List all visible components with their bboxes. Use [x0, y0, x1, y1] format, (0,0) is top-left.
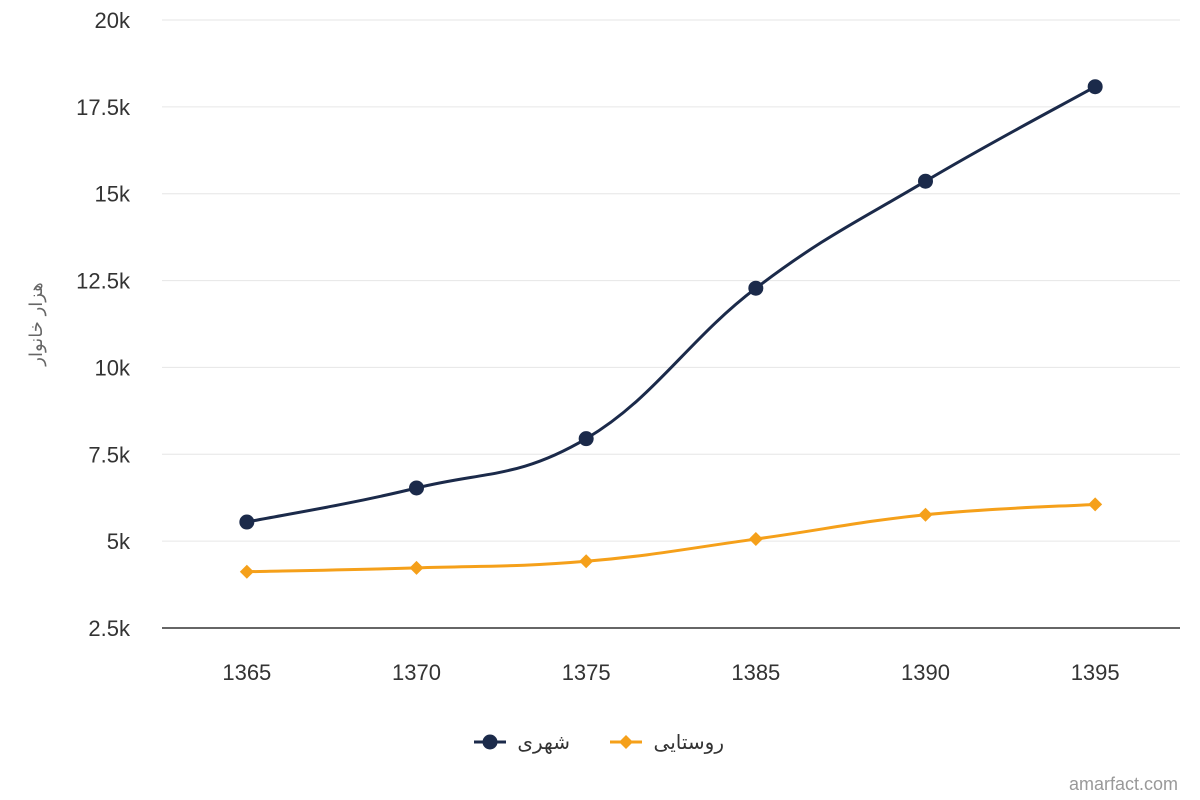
- series-urban: [239, 79, 1103, 530]
- x-tick-label: 1370: [392, 660, 441, 685]
- gridlines: [162, 19, 1180, 542]
- legend-label: روستایی: [654, 730, 724, 754]
- legend-label: شهری: [517, 730, 570, 754]
- data-point[interactable]: [918, 173, 933, 189]
- x-tick-label: 1385: [731, 660, 780, 685]
- series-rural: [239, 497, 1103, 579]
- legend-marker-diamond: [619, 735, 633, 749]
- x-tick-label: 1390: [901, 660, 950, 685]
- y-tick-label: 5k: [107, 529, 131, 554]
- y-tick-label: 15k: [95, 182, 131, 207]
- legend-item[interactable]: روستایی: [610, 730, 724, 754]
- x-axis: 1365 1370 1375 1385 1390 1395: [162, 627, 1180, 685]
- x-tick-label: 1375: [562, 660, 611, 685]
- y-tick-label: 12.5k: [76, 269, 131, 294]
- credit-text[interactable]: amarfact.com: [1069, 774, 1178, 794]
- y-tick-label: 10k: [95, 355, 131, 380]
- y-tick-label: 2.5k: [88, 616, 131, 641]
- data-point[interactable]: [578, 431, 594, 447]
- data-point[interactable]: [1087, 79, 1103, 95]
- y-tick-label: 20k: [95, 8, 131, 33]
- data-point[interactable]: [1088, 497, 1103, 512]
- data-point[interactable]: [748, 532, 763, 547]
- legend-marker-circle: [482, 734, 498, 750]
- series-line: [246, 85, 1096, 524]
- legend-item[interactable]: شهری: [474, 730, 570, 754]
- series-group: [239, 79, 1103, 579]
- y-tick-label: 7.5k: [88, 442, 131, 467]
- data-point[interactable]: [409, 480, 424, 496]
- data-point[interactable]: [918, 507, 933, 522]
- y-tick-label: 17.5k: [76, 95, 131, 120]
- legend: شهری روستایی: [474, 730, 724, 754]
- data-point[interactable]: [239, 564, 254, 579]
- y-axis: 2.5k 5k 7.5k 10k 12.5k 15k 17.5k 20k: [76, 8, 131, 641]
- data-point[interactable]: [409, 560, 424, 575]
- x-tick-label: 1365: [222, 660, 271, 685]
- series-line: [246, 502, 1096, 574]
- data-point[interactable]: [239, 514, 255, 530]
- y-axis-title: هزار خانوار: [26, 282, 47, 366]
- data-point[interactable]: [748, 280, 764, 296]
- data-point[interactable]: [579, 554, 594, 569]
- x-tick-label: 1395: [1071, 660, 1120, 685]
